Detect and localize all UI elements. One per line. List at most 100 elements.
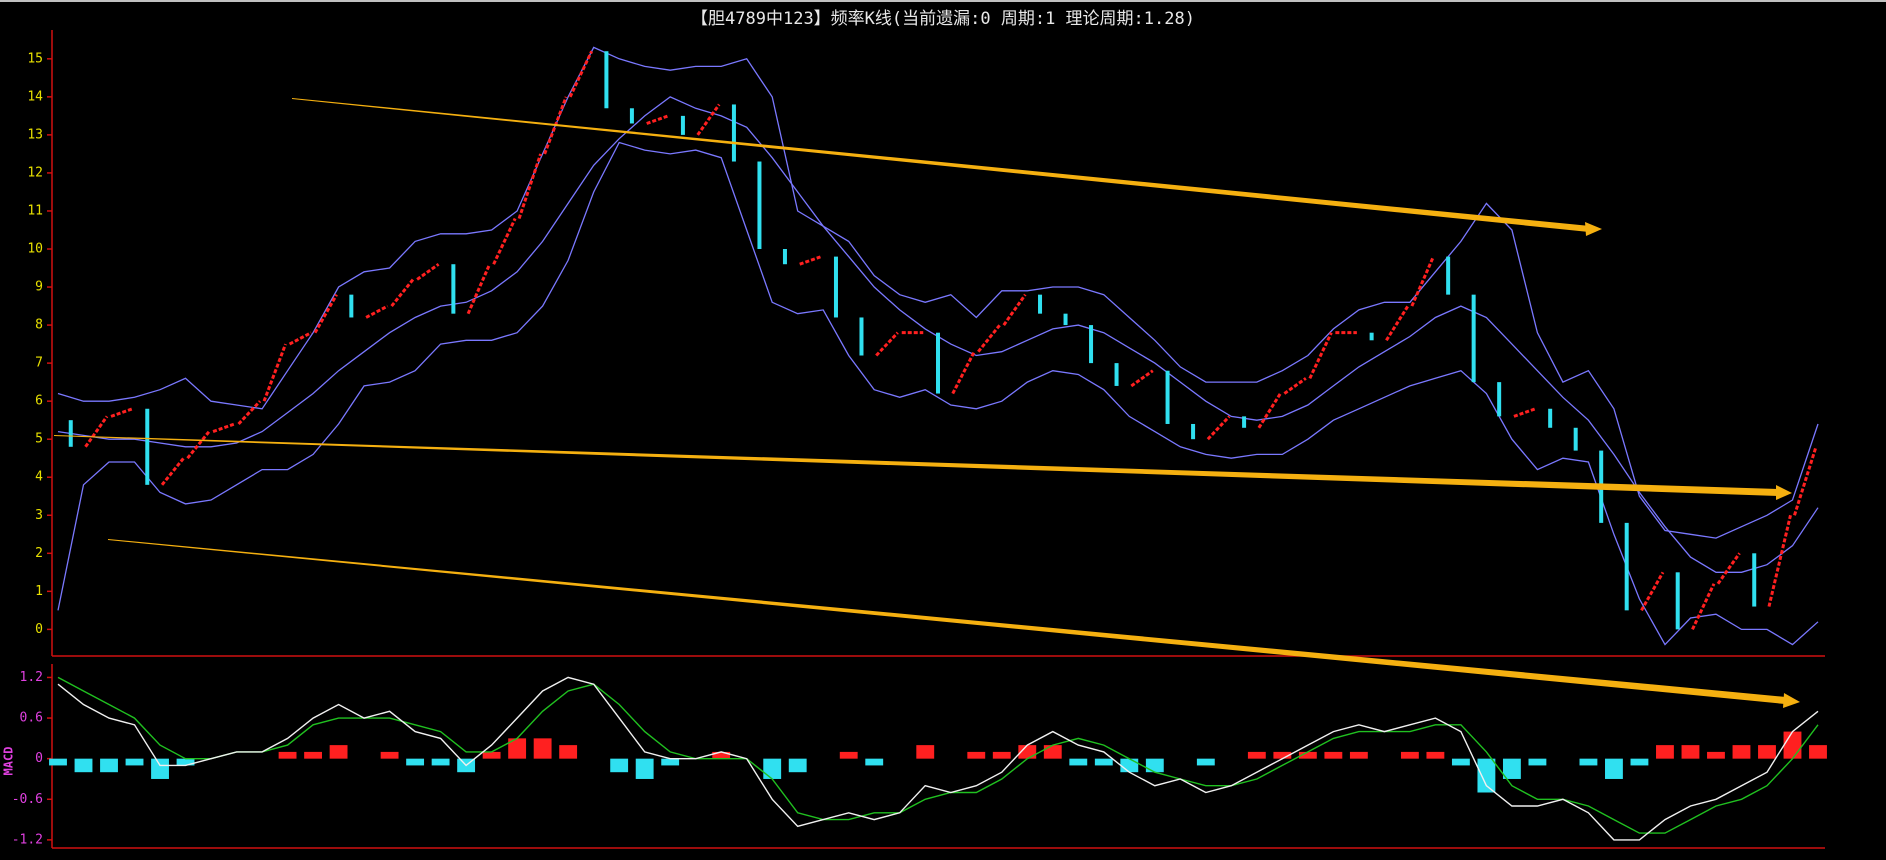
up-bar: [212, 422, 236, 433]
macd-bar: [788, 758, 807, 773]
up-bar: [568, 50, 594, 98]
up-bar: [262, 343, 287, 402]
up-bar: [696, 103, 721, 136]
macd-bar: [1196, 758, 1215, 766]
plot-area: 01234567891011121314151.20.60-0.6-1.2MAC…: [2, 30, 1827, 849]
up-bar: [1283, 377, 1307, 395]
up-bar: [84, 415, 109, 448]
y-tick-label: 9: [35, 280, 43, 295]
down-bar: [782, 249, 787, 265]
up-bar: [1691, 583, 1716, 631]
down-bar: [859, 317, 864, 356]
up-bar: [1716, 552, 1741, 585]
macd-bar: [74, 758, 93, 773]
down-bar: [1624, 522, 1629, 611]
down-bar: [145, 408, 150, 485]
macd-bar: [1579, 758, 1598, 766]
up-bar: [1257, 392, 1282, 429]
macd-bar: [967, 751, 986, 759]
macd-bar: [1630, 758, 1649, 766]
up-bar: [1410, 256, 1435, 307]
up-bar: [313, 293, 338, 334]
macd-bar: [1605, 758, 1623, 779]
dif-line: [57, 676, 1819, 841]
up-bar: [365, 304, 389, 319]
y-tick-label: 1.2: [20, 670, 43, 685]
down-bar: [1114, 363, 1119, 386]
macd-bar: [1247, 751, 1266, 759]
down-bar: [680, 115, 685, 135]
band-lower: [57, 141, 1819, 646]
down-bar: [833, 256, 838, 318]
macd-bar: [1094, 758, 1113, 766]
macd-bar: [635, 758, 654, 779]
macd-bar: [1069, 758, 1088, 766]
y-tick-label: 6: [35, 394, 43, 409]
y-tick-label: 12: [27, 165, 43, 180]
macd-bar: [329, 745, 348, 759]
macd-bar: [1502, 758, 1521, 779]
y-tick-label: 11: [27, 203, 43, 218]
up-bar: [951, 351, 976, 395]
trend-arrows: [54, 98, 1800, 708]
down-bar: [1471, 294, 1476, 383]
trend-line: [292, 98, 1590, 232]
macd-bar: [992, 751, 1011, 759]
down-bar: [629, 108, 634, 124]
down-bar: [451, 264, 456, 314]
down-bar: [731, 104, 736, 162]
macd-bar: [1043, 745, 1062, 759]
macd-bar: [610, 758, 629, 773]
macd-bar: [176, 758, 195, 766]
macd-bar: [1758, 745, 1776, 759]
y-tick-label: 4: [35, 470, 43, 485]
y-tick-label: -0.6: [12, 792, 43, 807]
macd-bar: [1707, 751, 1725, 759]
macd-bar: [151, 758, 169, 779]
macd-bar: [49, 758, 67, 766]
macd-bar: [508, 738, 527, 759]
macd-bar: [763, 758, 782, 779]
macd-bar: [278, 751, 297, 759]
up-bar: [110, 407, 134, 418]
down-bar: [936, 332, 940, 394]
macd-bar: [1477, 758, 1496, 793]
down-bar: [604, 51, 609, 109]
trend-line: [108, 539, 1786, 704]
down-bar: [1191, 423, 1196, 440]
y-tick-label: 8: [35, 318, 43, 333]
up-bar: [1206, 415, 1231, 441]
y-tick-label: 10: [27, 242, 43, 257]
macd-bar: [482, 751, 501, 759]
macd-bar: [1809, 745, 1827, 759]
macd-bar: [100, 758, 118, 773]
macd-bar: [380, 751, 399, 759]
y-tick-label: 3: [35, 508, 43, 523]
down-bar: [1675, 572, 1680, 630]
up-bar: [1640, 571, 1665, 612]
down-bar: [1165, 370, 1170, 424]
macd-bar: [431, 758, 450, 766]
macd-bar: [916, 745, 935, 759]
arrow-head: [1783, 693, 1800, 708]
y-tick-label: 0: [35, 622, 43, 637]
chart-title: 【胆4789中123】频率K线(当前遗漏:0 周期:1 理论周期:1.28): [691, 9, 1195, 29]
down-bar: [1369, 332, 1374, 341]
up-bar: [466, 263, 491, 315]
macd-bar: [1018, 745, 1037, 759]
up-bar: [237, 400, 262, 426]
macd-bar: [559, 745, 578, 759]
macd-bar: [1451, 758, 1470, 766]
trend-line: [54, 435, 1778, 496]
y-tick-label: 7: [35, 356, 43, 371]
dea-line: [57, 676, 1819, 834]
macd-bar: [125, 758, 144, 766]
macd-bar: [712, 751, 731, 759]
band-upper: [57, 46, 1819, 539]
macd-bar: [1681, 745, 1700, 759]
y-tick-label: 5: [35, 432, 43, 447]
up-bar: [1130, 369, 1154, 388]
macd-bar: [661, 758, 680, 766]
